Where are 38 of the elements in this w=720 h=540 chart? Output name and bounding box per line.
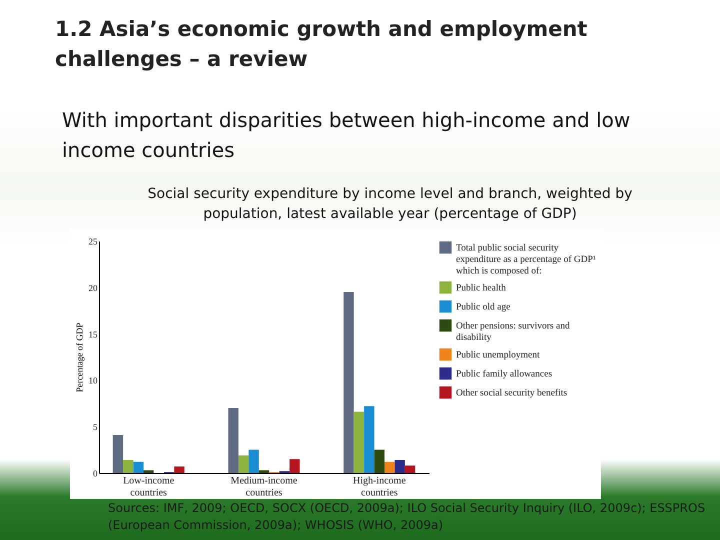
- legend-label: Other pensions: survivors and disability: [456, 322, 570, 343]
- bar: [364, 406, 374, 473]
- text: Social security expenditure by income level and branch, weighted by population, latest available year (percentage of GDP): [146, 185, 634, 224]
- bar: [404, 466, 416, 473]
- legend-label: Other social security benefits: [456, 388, 568, 398]
- x-tick-label: Low-income countries: [123, 476, 175, 498]
- x-tick-label: Medium-income countries: [230, 476, 298, 498]
- bar: [144, 470, 154, 473]
- bar: [344, 292, 354, 473]
- bar: [228, 408, 238, 473]
- bar: [112, 434, 124, 473]
- y-axis-title: Percentage of GDP: [74, 322, 84, 392]
- y-tick-label: 5: [93, 422, 98, 432]
- legend-label: Public family allowances: [456, 370, 552, 380]
- y-tick-label: 20: [88, 282, 98, 293]
- y-tick-label: 25: [88, 236, 98, 246]
- legend-label: Public old age: [456, 302, 510, 312]
- y-tick-label: 15: [88, 329, 98, 340]
- y-tick-label: 0: [93, 468, 98, 478]
- source-note: Sources: IMF, 2009; OECD, SOCX (OECD, 2009a); ILO Social Security Inquiry (ILO, 2009c); ESSPROS (European Commission, 2009a); WHOSIS (WHO, 2009a): [108, 500, 706, 534]
- bar: [354, 412, 364, 473]
- bar: [394, 460, 405, 473]
- bar: [123, 460, 134, 473]
- bar: [374, 450, 384, 473]
- legend-label: Public unemployment: [456, 350, 540, 360]
- bar: [238, 455, 249, 473]
- bar: [384, 462, 395, 473]
- bar: [174, 466, 184, 473]
- bar: [258, 470, 270, 473]
- chart-subtitle: With important disparities between high-income and low income countries: [62, 107, 632, 164]
- y-tick-label: 10: [88, 376, 98, 386]
- legend-label: Public health: [456, 284, 506, 294]
- x-tick-label: High-income countries: [353, 476, 406, 498]
- bar: [290, 459, 300, 473]
- chart-title: 1.2 Asia’s economic growth and employment challenges – a review: [55, 16, 588, 73]
- legend-label: Total public social security expenditure as a percentage of GDP¹ which is composed of:: [456, 244, 596, 276]
- bar: [248, 450, 259, 473]
- bar: [133, 462, 144, 473]
